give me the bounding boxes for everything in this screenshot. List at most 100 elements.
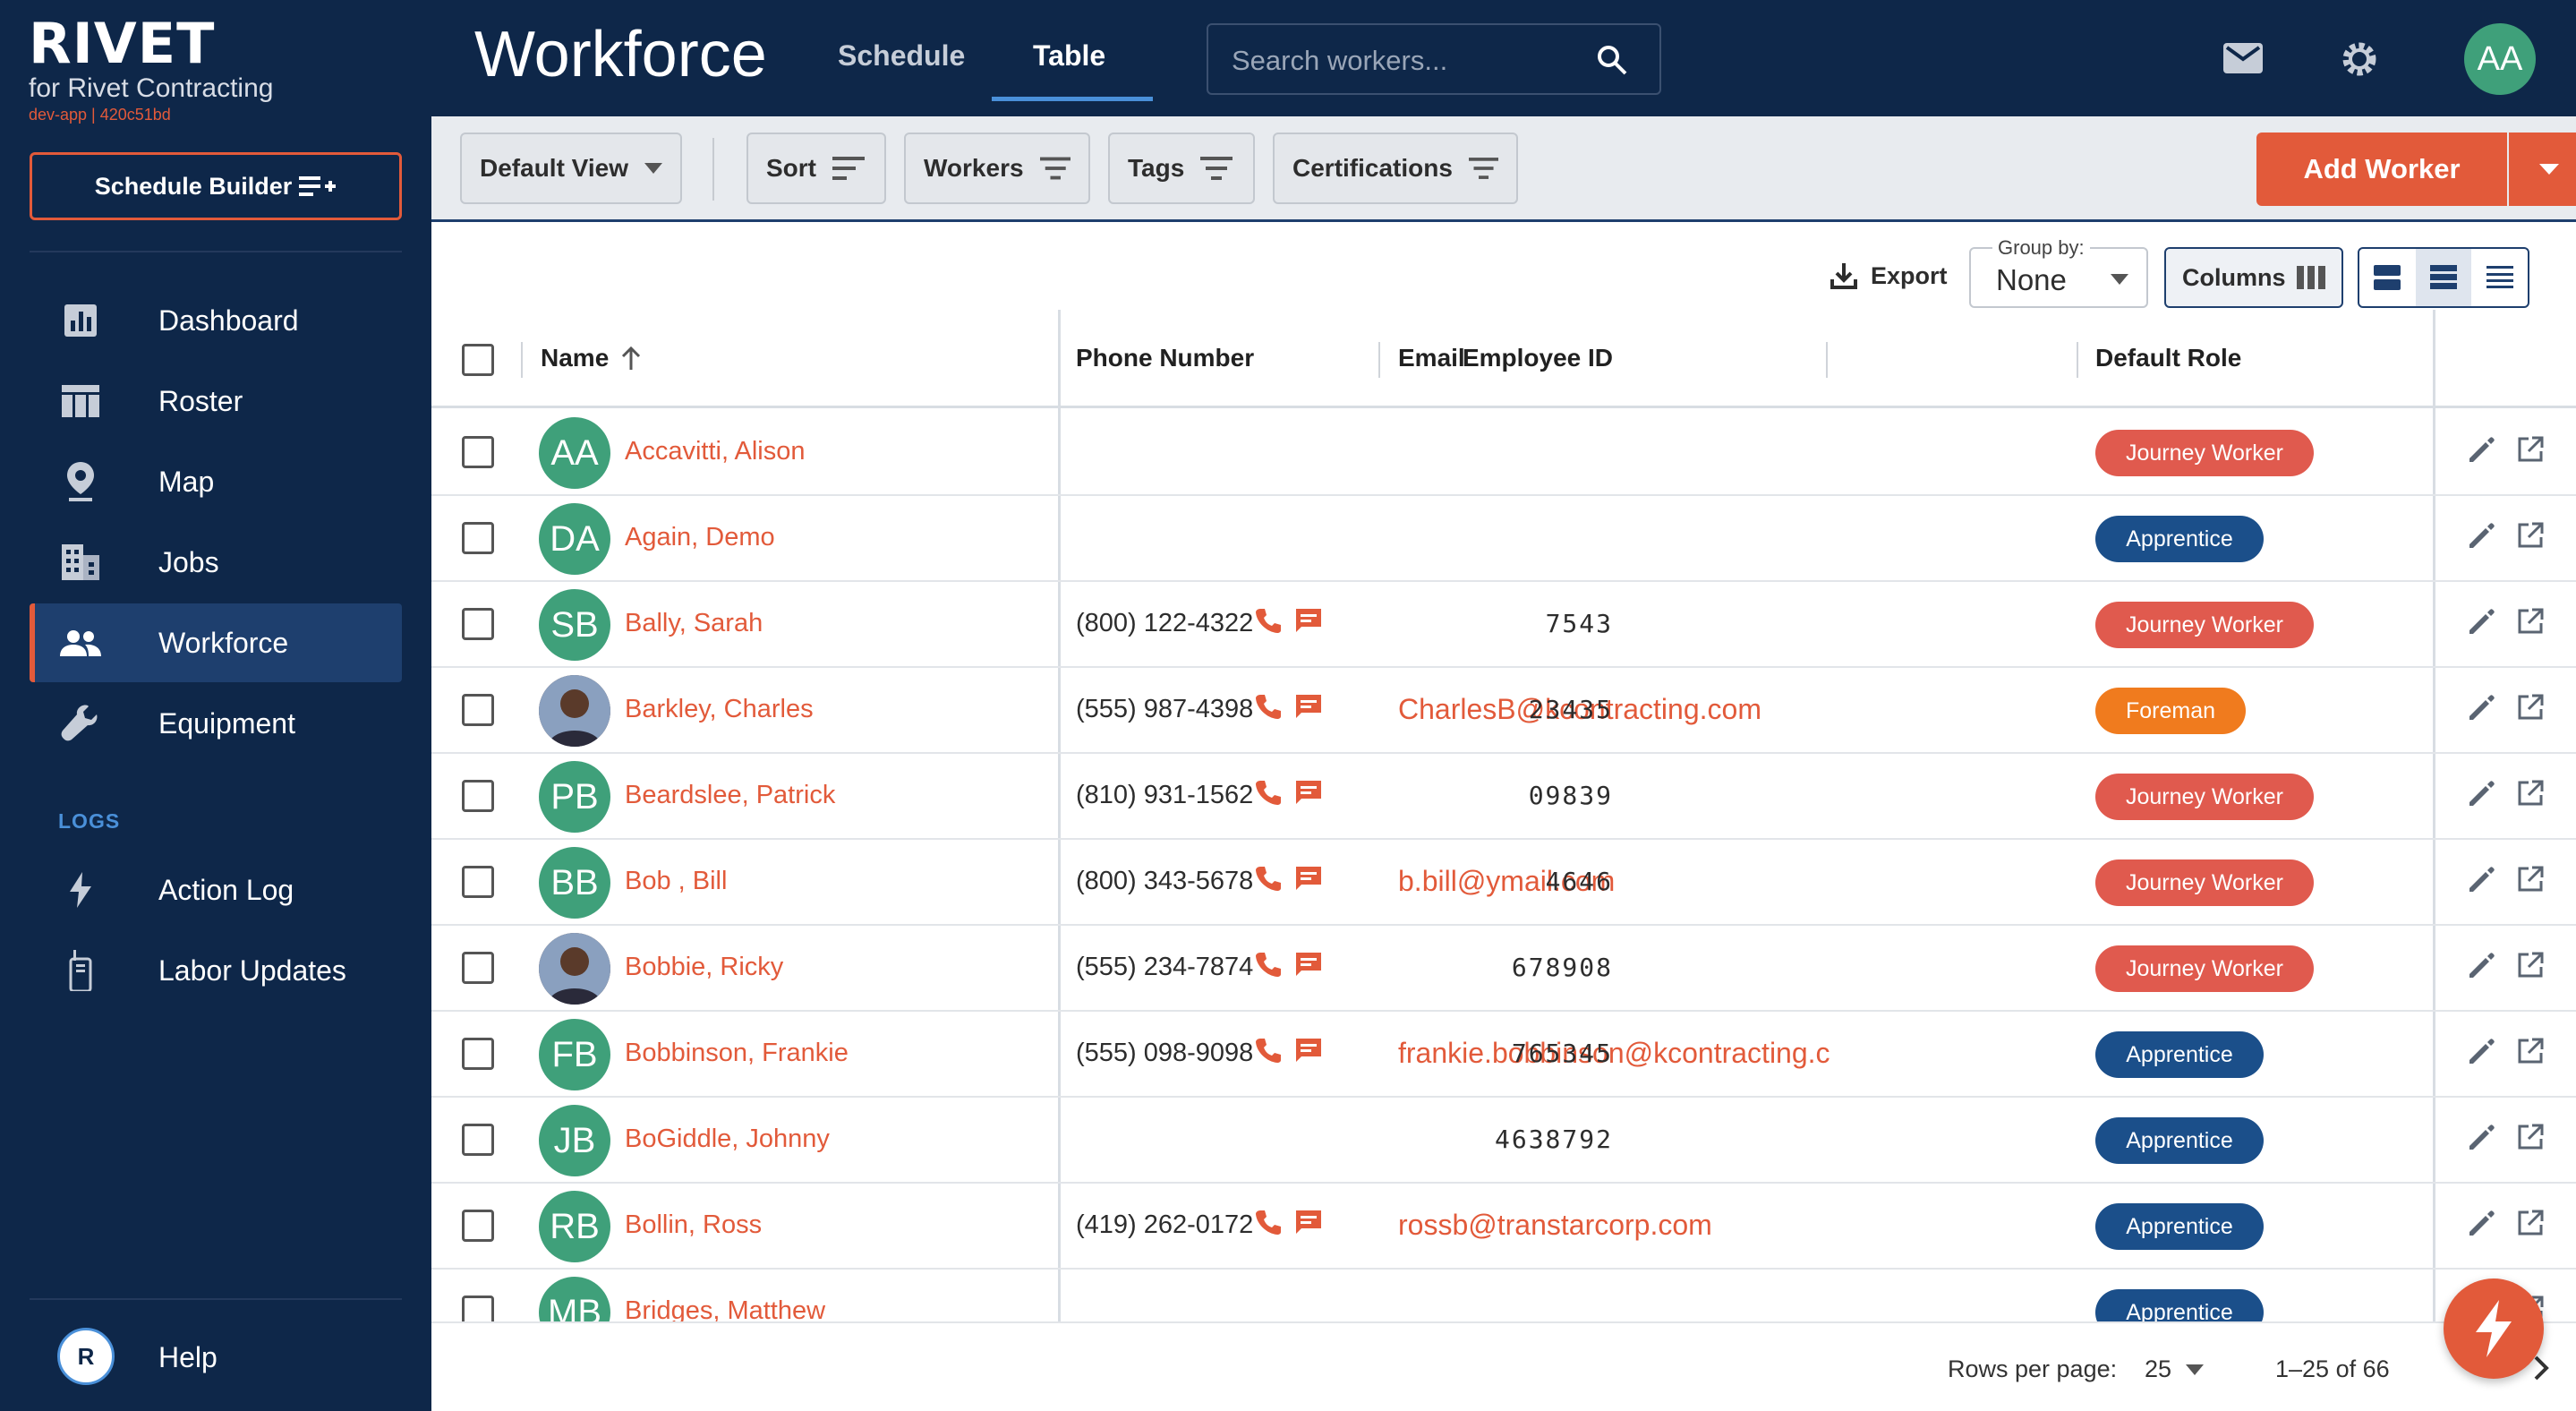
chevron-right-icon[interactable] — [2533, 1355, 2549, 1381]
open-in-new-icon[interactable] — [2516, 435, 2545, 464]
open-in-new-icon[interactable] — [2516, 951, 2545, 979]
help-link[interactable]: Help — [158, 1341, 218, 1373]
open-in-new-icon[interactable] — [2516, 779, 2545, 808]
open-in-new-icon[interactable] — [2516, 693, 2545, 722]
worker-name-link[interactable]: Bob , Bill — [625, 867, 728, 895]
edit-icon[interactable] — [2468, 435, 2496, 464]
group-by-select[interactable]: Group by: None — [1969, 236, 2148, 308]
sidebar-item-workforce[interactable]: Workforce — [30, 603, 402, 682]
message-icon[interactable] — [1294, 779, 1323, 806]
phone-icon[interactable] — [1255, 607, 1282, 634]
message-icon[interactable] — [1294, 1037, 1323, 1064]
open-in-new-icon[interactable] — [2516, 1037, 2545, 1065]
edit-icon[interactable] — [2468, 779, 2496, 808]
worker-name-link[interactable]: Again, Demo — [625, 523, 775, 552]
view-selector[interactable]: Default View — [460, 133, 682, 204]
table-row[interactable]: AA Accavitti, Alison Journey Worker — [431, 410, 2576, 496]
open-in-new-icon[interactable] — [2516, 865, 2545, 894]
schedule-builder-button[interactable]: Schedule Builder — [30, 152, 402, 220]
worker-name-link[interactable]: Bobbie, Ricky — [625, 953, 784, 981]
row-checkbox[interactable] — [462, 436, 494, 468]
edit-icon[interactable] — [2468, 1123, 2496, 1151]
worker-avatar[interactable] — [539, 675, 610, 747]
table-row[interactable]: JB BoGiddle, Johnny 4638792 Apprentice — [431, 1098, 2576, 1184]
help-avatar[interactable]: R — [57, 1328, 115, 1385]
sidebar-item-labor-updates[interactable]: Labor Updates — [30, 931, 402, 1010]
tab-schedule[interactable]: Schedule — [838, 39, 966, 72]
open-in-new-icon[interactable] — [2516, 521, 2545, 550]
table-row[interactable]: Barkley, Charles (555) 987-4398 CharlesB@k… — [431, 668, 2576, 754]
tags-filter-button[interactable]: Tags — [1108, 133, 1255, 204]
table-row[interactable]: PB Beardslee, Patrick (810) 931-1562 09839 J… — [431, 754, 2576, 840]
open-in-new-icon[interactable] — [2516, 1123, 2545, 1151]
export-button[interactable]: Export — [1830, 261, 1948, 290]
open-in-new-icon[interactable] — [2516, 1209, 2545, 1237]
phone-icon[interactable] — [1255, 1037, 1282, 1064]
table-row[interactable]: BB Bob , Bill (800) 343-5678 b.bill@ymail.c… — [431, 840, 2576, 926]
workers-filter-button[interactable]: Workers — [904, 133, 1090, 204]
column-header-employee-id[interactable]: Employee ID — [1462, 344, 1613, 372]
open-in-new-icon[interactable] — [2516, 607, 2545, 636]
quick-action-button[interactable] — [2444, 1278, 2544, 1379]
phone-icon[interactable] — [1255, 951, 1282, 978]
message-icon[interactable] — [1294, 951, 1323, 978]
density-comfortable-button[interactable] — [2471, 249, 2528, 306]
sidebar-item-dashboard[interactable]: Dashboard — [30, 281, 402, 360]
column-header-default-role[interactable]: Default Role — [2095, 344, 2242, 372]
rows-per-page-select[interactable]: 25 — [2145, 1355, 2172, 1382]
phone-icon[interactable] — [1255, 1209, 1282, 1236]
chevron-down-icon[interactable] — [2186, 1364, 2204, 1375]
worker-name-link[interactable]: Barkley, Charles — [625, 695, 814, 723]
edit-icon[interactable] — [2468, 693, 2496, 722]
worker-avatar[interactable]: SB — [539, 589, 610, 661]
row-checkbox[interactable] — [462, 1124, 494, 1156]
worker-avatar[interactable]: RB — [539, 1191, 610, 1262]
table-row[interactable]: RB Bollin, Ross (419) 262-0172 rossb@transt… — [431, 1184, 2576, 1270]
select-all-checkbox[interactable] — [462, 344, 494, 376]
sort-button[interactable]: Sort — [746, 133, 886, 204]
column-header-email[interactable]: Email — [1398, 344, 1465, 372]
phone-icon[interactable] — [1255, 779, 1282, 806]
table-row[interactable]: DA Again, Demo Apprentice — [431, 496, 2576, 582]
worker-avatar[interactable]: AA — [539, 417, 610, 489]
density-standard-button[interactable] — [2415, 249, 2472, 306]
gear-icon[interactable] — [2338, 38, 2381, 81]
row-checkbox[interactable] — [462, 780, 494, 812]
email-link[interactable]: rossb@transtarcorp.com — [1398, 1209, 1712, 1241]
edit-icon[interactable] — [2468, 865, 2496, 894]
row-checkbox[interactable] — [462, 1038, 494, 1070]
certifications-filter-button[interactable]: Certifications — [1273, 133, 1518, 204]
row-checkbox[interactable] — [462, 1210, 494, 1242]
table-row[interactable]: Bobbie, Ricky (555) 234-7874 678908 Journey… — [431, 926, 2576, 1012]
phone-icon[interactable] — [1255, 865, 1282, 892]
user-avatar[interactable]: AA — [2464, 23, 2536, 95]
tab-table[interactable]: Table — [1033, 39, 1106, 72]
table-row[interactable]: SB Bally, Sarah (800) 122-4322 7543 Journey … — [431, 582, 2576, 668]
worker-name-link[interactable]: Beardslee, Patrick — [625, 781, 836, 809]
row-checkbox[interactable] — [462, 952, 494, 984]
edit-icon[interactable] — [2468, 607, 2496, 636]
brand-logo[interactable]: RIVET — [29, 11, 216, 76]
worker-name-link[interactable]: BoGiddle, Johnny — [625, 1125, 830, 1153]
columns-button[interactable]: Columns — [2164, 247, 2343, 308]
worker-name-link[interactable]: Bollin, Ross — [625, 1210, 763, 1239]
worker-avatar[interactable]: JB — [539, 1105, 610, 1176]
worker-avatar[interactable]: BB — [539, 847, 610, 919]
worker-avatar[interactable]: PB — [539, 761, 610, 833]
edit-icon[interactable] — [2468, 1209, 2496, 1237]
message-icon[interactable] — [1294, 1209, 1323, 1236]
worker-avatar[interactable]: FB — [539, 1019, 610, 1090]
email-link[interactable]: CharlesB@kcontracting.com — [1398, 693, 1761, 725]
row-checkbox[interactable] — [462, 522, 494, 554]
phone-icon[interactable] — [1255, 693, 1282, 720]
sidebar-item-jobs[interactable]: Jobs — [30, 523, 402, 602]
row-checkbox[interactable] — [462, 694, 494, 726]
density-compact-button[interactable] — [2359, 249, 2416, 306]
column-header-phone[interactable]: Phone Number — [1076, 344, 1255, 372]
sidebar-item-equipment[interactable]: Equipment — [30, 684, 402, 763]
message-icon[interactable] — [1294, 693, 1323, 720]
worker-name-link[interactable]: Bobbinson, Frankie — [625, 1039, 849, 1067]
table-row[interactable]: FB Bobbinson, Frankie (555) 098-9098 franki… — [431, 1012, 2576, 1098]
worker-name-link[interactable]: Accavitti, Alison — [625, 437, 806, 466]
search-input[interactable] — [1232, 43, 1590, 79]
